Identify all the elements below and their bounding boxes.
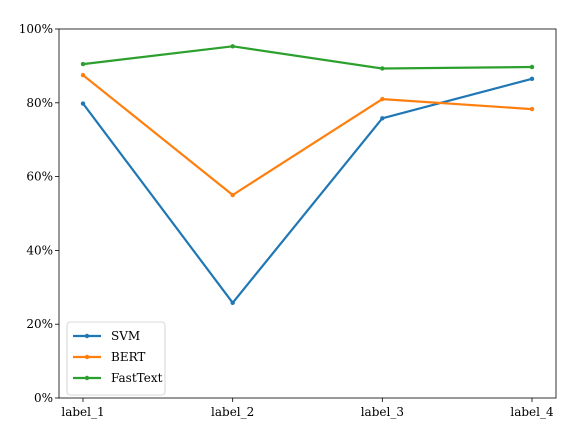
data-point-svm xyxy=(529,76,535,82)
y-tick-label: 80% xyxy=(26,96,53,110)
legend-label: FastText xyxy=(111,371,163,385)
legend-box xyxy=(66,321,166,396)
x-tick-label: label_1 xyxy=(61,405,104,419)
y-tick-label: 0% xyxy=(34,391,53,405)
data-point-svm xyxy=(380,116,385,121)
legend-marker xyxy=(84,354,90,360)
data-point-bert xyxy=(80,72,86,78)
x-axis: label_1 label_2 label_3 label_4 xyxy=(61,398,554,419)
series-line-svm xyxy=(82,77,533,304)
legend-marker xyxy=(84,333,90,339)
legend-label: BERT xyxy=(111,350,145,364)
x-tick-label: label_3 xyxy=(361,405,404,419)
data-point-bert xyxy=(529,106,535,112)
y-tick-label: 100% xyxy=(19,22,53,36)
y-tick-label: 40% xyxy=(26,243,53,257)
x-tick-label: label_2 xyxy=(211,405,254,419)
data-point-svm xyxy=(230,300,235,305)
legend-marker xyxy=(84,375,90,381)
data-point-svm xyxy=(80,101,86,106)
y-tick-label: 60% xyxy=(26,170,53,184)
data-point-bert xyxy=(380,96,385,102)
legend-label: SVM xyxy=(111,329,140,343)
series-line-fasttext xyxy=(82,45,533,70)
legend: SVM BERT FastText xyxy=(66,321,166,396)
series-line-bert xyxy=(82,74,533,197)
plot-frame xyxy=(58,28,557,399)
data-point-fasttext xyxy=(230,44,235,49)
x-tick-label: label_4 xyxy=(510,405,554,419)
data-point-fasttext xyxy=(80,61,86,67)
data-point-fasttext xyxy=(529,64,535,70)
y-tick-label: 20% xyxy=(26,317,53,331)
y-axis: 0% 20% 40% 60% 80% 100% xyxy=(19,22,59,405)
data-point-bert xyxy=(230,192,235,198)
data-point-fasttext xyxy=(380,66,385,71)
series-layer xyxy=(80,44,535,305)
